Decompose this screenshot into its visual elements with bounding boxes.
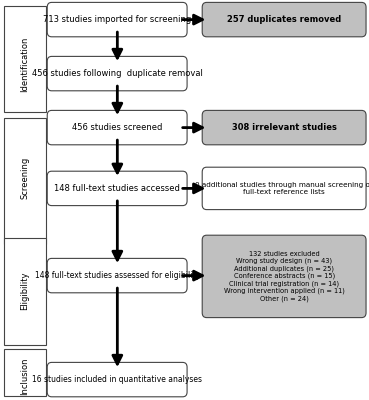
FancyBboxPatch shape [202,235,366,318]
FancyBboxPatch shape [4,118,46,244]
FancyBboxPatch shape [47,2,187,37]
Text: 148 full-text studies assessed for eligibility: 148 full-text studies assessed for eligi… [35,271,200,280]
FancyBboxPatch shape [47,171,187,206]
Text: Screening: Screening [21,157,30,199]
FancyBboxPatch shape [47,258,187,293]
Text: 456 studies screened: 456 studies screened [72,123,162,132]
Text: 132 studies excluded
Wrong study design (n = 43)
Additional duplicates (n = 25)
: 132 studies excluded Wrong study design … [224,251,345,302]
Text: 148 full-text studies accessed: 148 full-text studies accessed [54,184,180,193]
FancyBboxPatch shape [4,6,46,112]
FancyBboxPatch shape [47,56,187,91]
Text: 456 studies following  duplicate removal: 456 studies following duplicate removal [32,69,203,78]
FancyBboxPatch shape [47,110,187,145]
Text: 257 duplicates removed: 257 duplicates removed [227,15,341,24]
FancyBboxPatch shape [202,110,366,145]
Text: Inclusion: Inclusion [21,357,30,395]
Text: 0 additional studies through manual screening of
full-text reference lists: 0 additional studies through manual scre… [196,182,369,195]
FancyBboxPatch shape [202,2,366,37]
FancyBboxPatch shape [202,167,366,210]
Text: Identification: Identification [21,36,30,92]
Text: Eligibility: Eligibility [21,272,30,310]
FancyBboxPatch shape [4,349,46,396]
Text: 713 studies imported for screening: 713 studies imported for screening [43,15,191,24]
Text: 16 studies included in quantitative analyses: 16 studies included in quantitative anal… [32,375,202,384]
FancyBboxPatch shape [4,238,46,345]
Text: 308 irrelevant studies: 308 irrelevant studies [232,123,337,132]
FancyBboxPatch shape [47,362,187,397]
